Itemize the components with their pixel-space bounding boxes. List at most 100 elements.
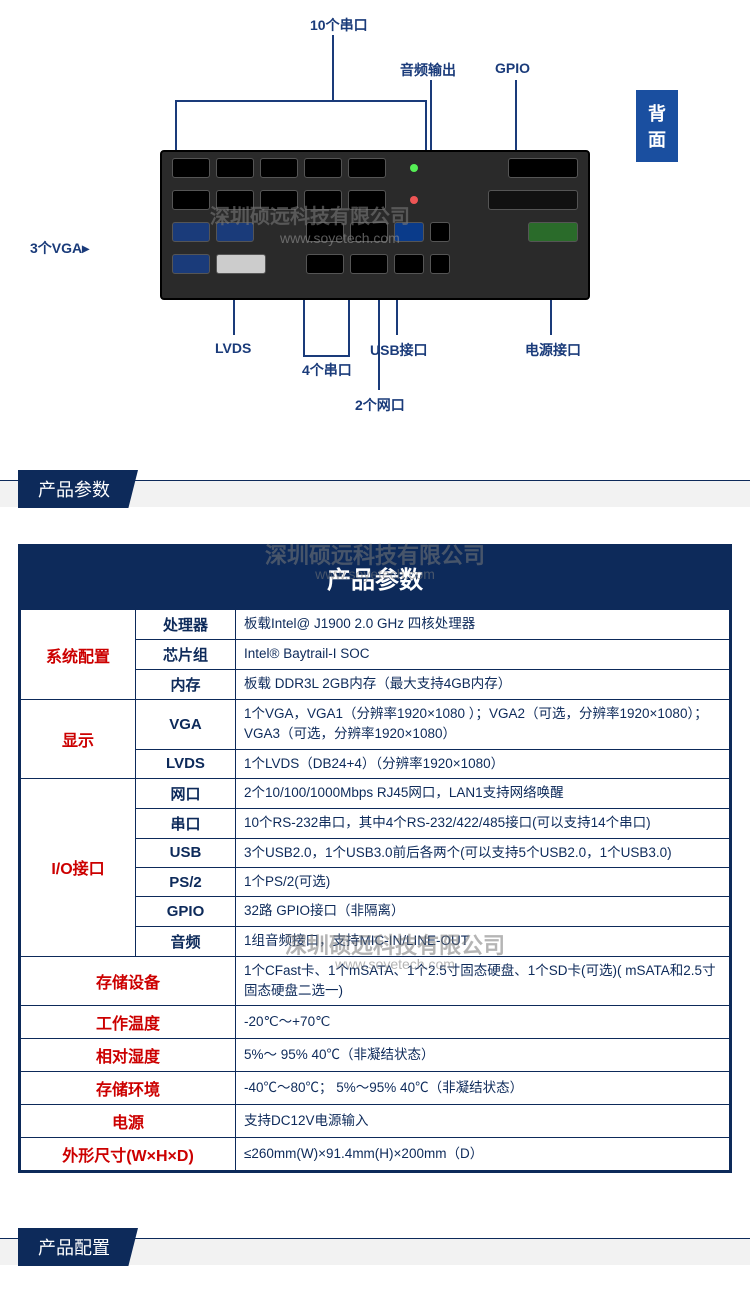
com-port: [172, 190, 210, 210]
value-cell: -40℃～80℃； 5%～95% 40℃（非凝结状态）: [236, 1072, 730, 1105]
port-row-1: [162, 152, 588, 184]
value-cell: 板载 DDR3L 2GB内存（最大支持4GB内存）: [236, 670, 730, 700]
category-cell: 系统配置: [21, 610, 136, 700]
subcategory-cell: LVDS: [136, 749, 236, 778]
vga1-port: [172, 254, 210, 274]
value-cell: 5%～ 95% 40℃（非凝结状态）: [236, 1039, 730, 1072]
value-cell: -20℃～+70℃: [236, 1006, 730, 1039]
subcategory-cell: 芯片组: [136, 640, 236, 670]
vga2-port: [172, 222, 210, 242]
category-cell: 相对湿度: [21, 1039, 236, 1072]
lan-port: [430, 222, 450, 242]
value-cell: 10个RS-232串口，其中4个RS-232/422/485接口(可以支持14个…: [236, 808, 730, 838]
leader-line: [303, 300, 305, 355]
dc-in-port: [528, 222, 578, 242]
value-cell: 1组音频接口，支持MIC-IN/LINE-OUT: [236, 926, 730, 956]
com-port: [260, 158, 298, 178]
value-cell: 板载Intel@ J1900 2.0 GHz 四核处理器: [236, 610, 730, 640]
com-port: [306, 222, 344, 242]
value-cell: 1个PS/2(可选): [236, 868, 730, 897]
table-row: 存储环境-40℃～80℃； 5%～95% 40℃（非凝结状态）: [21, 1072, 730, 1105]
mic-in-jack: [410, 196, 418, 204]
subcategory-cell: 音频: [136, 926, 236, 956]
port-row-3: [162, 216, 588, 248]
subcategory-cell: USB: [136, 838, 236, 867]
badge-char-2: 面: [648, 126, 666, 152]
leader-line: [332, 35, 334, 100]
com-port: [350, 254, 388, 274]
table-row: 显示VGA1个VGA，VGA1（分辨率1920×1080 ）；VGA2（可选，分…: [21, 700, 730, 750]
callout-power: 电源接口: [525, 340, 581, 360]
subcategory-cell: VGA: [136, 700, 236, 750]
callout-usb: USB接口: [370, 340, 428, 360]
table-row: 相对湿度5%～ 95% 40℃（非凝结状态）: [21, 1039, 730, 1072]
leader-line: [550, 300, 552, 335]
leader-line: [425, 100, 427, 155]
category-cell: 电源: [21, 1105, 236, 1138]
section-header-config: 产品配置: [0, 1228, 750, 1272]
spec-table: 系统配置处理器板载Intel@ J1900 2.0 GHz 四核处理器芯片组In…: [20, 609, 730, 1171]
com-port: [216, 190, 254, 210]
leader-line: [303, 355, 350, 357]
rear-face-badge: 背 面: [636, 90, 678, 162]
usb-port: [394, 254, 424, 274]
usb3-port: [394, 222, 424, 242]
com-port: [350, 222, 388, 242]
line-out-jack: [410, 164, 418, 172]
value-cell: Intel® Baytrail-I SOC: [236, 640, 730, 670]
leader-line: [348, 300, 350, 355]
value-cell: 1个CFast卡、1个mSATA、1个2.5寸固态硬盘、1个SD卡(可选)( m…: [236, 956, 730, 1006]
badge-char-1: 背: [648, 100, 666, 126]
lan-port: [430, 254, 450, 274]
com-port: [304, 158, 342, 178]
value-cell: ≤260mm(W)×91.4mm(H)×200mm（D）: [236, 1138, 730, 1171]
category-cell: I/O接口: [21, 778, 136, 956]
vga3-port: [216, 222, 254, 242]
lvds-port: [216, 254, 266, 274]
value-cell: 1个LVDS（DB24+4）（分辨率1920×1080）: [236, 749, 730, 778]
value-cell: 支持DC12V电源输入: [236, 1105, 730, 1138]
value-cell: 2个10/100/1000Mbps RJ45网口，LAN1支持网络唤醒: [236, 778, 730, 808]
section-header-spec: 产品参数: [0, 470, 750, 514]
callout-gpio: GPIO: [495, 60, 530, 76]
leader-line: [175, 100, 425, 102]
table-row: 存储设备1个CFast卡、1个mSATA、1个2.5寸固态硬盘、1个SD卡(可选…: [21, 956, 730, 1006]
table-row: 电源支持DC12V电源输入: [21, 1105, 730, 1138]
leader-line: [515, 80, 517, 155]
subcategory-cell: 内存: [136, 670, 236, 700]
subcategory-cell: GPIO: [136, 897, 236, 926]
value-cell: 1个VGA，VGA1（分辨率1920×1080 ）；VGA2（可选，分辨率192…: [236, 700, 730, 750]
category-cell: 显示: [21, 700, 136, 779]
table-row: 系统配置处理器板载Intel@ J1900 2.0 GHz 四核处理器: [21, 610, 730, 640]
gpio-port: [508, 158, 578, 178]
com-port: [172, 158, 210, 178]
value-cell: 32路 GPIO接口（非隔离）: [236, 897, 730, 926]
category-cell: 存储设备: [21, 956, 236, 1006]
category-cell: 外形尺寸(W×H×D): [21, 1138, 236, 1171]
subcategory-cell: 串口: [136, 808, 236, 838]
cfast-slot: [488, 190, 578, 210]
device-rear-panel: [160, 150, 590, 300]
table-row: 外形尺寸(W×H×D)≤260mm(W)×91.4mm(H)×200mm（D）: [21, 1138, 730, 1171]
section-tab-spec: 产品参数: [18, 470, 138, 508]
value-cell: 3个USB2.0，1个USB3.0前后各两个(可以支持5个USB2.0，1个US…: [236, 838, 730, 867]
com-port: [304, 190, 342, 210]
leader-line: [175, 100, 177, 155]
port-row-2: [162, 184, 588, 216]
com-port: [348, 158, 386, 178]
callout-10-serial: 10个串口: [310, 15, 368, 35]
section-tab-config: 产品配置: [18, 1228, 138, 1266]
leader-line: [233, 300, 235, 335]
subcategory-cell: 处理器: [136, 610, 236, 640]
callout-2-lan: 2个网口: [355, 395, 405, 415]
category-cell: 工作温度: [21, 1006, 236, 1039]
table-row: I/O接口网口2个10/100/1000Mbps RJ45网口，LAN1支持网络…: [21, 778, 730, 808]
com-port: [216, 158, 254, 178]
callout-audio-out: 音频输出: [400, 60, 456, 80]
callout-4-serial: 4个串口: [302, 360, 352, 380]
subcategory-cell: 网口: [136, 778, 236, 808]
subcategory-cell: PS/2: [136, 868, 236, 897]
port-row-4: [162, 248, 588, 280]
callout-3-vga: 3个VGA▸: [30, 238, 89, 258]
spec-table-container: 产品参数 系统配置处理器板载Intel@ J1900 2.0 GHz 四核处理器…: [18, 544, 732, 1173]
